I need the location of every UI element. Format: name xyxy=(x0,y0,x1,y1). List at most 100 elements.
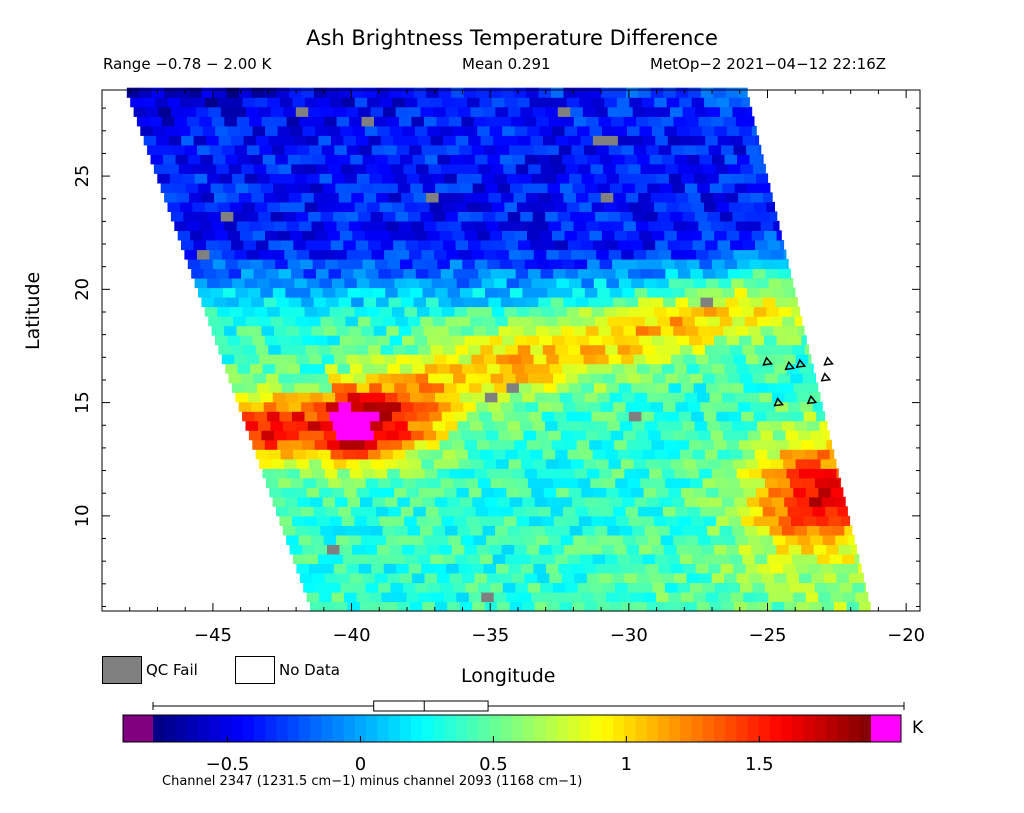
heatmap-cell xyxy=(610,325,624,336)
heatmap-cell xyxy=(664,230,678,241)
colorbar-swatch xyxy=(736,715,748,742)
heatmap-cell xyxy=(445,211,459,222)
heatmap-cell xyxy=(318,135,332,146)
heatmap-cell xyxy=(434,144,448,155)
heatmap-cell xyxy=(358,211,372,222)
heatmap-cell xyxy=(542,344,556,355)
heatmap-cell xyxy=(695,354,709,365)
heatmap-cell xyxy=(617,344,631,355)
heatmap-cell xyxy=(456,382,470,393)
heatmap-cell xyxy=(531,278,545,289)
heatmap-cell xyxy=(734,392,748,403)
heatmap-cell xyxy=(636,116,650,127)
colorbar-swatch xyxy=(792,715,805,742)
heatmap-cell xyxy=(670,458,684,469)
heatmap-cell xyxy=(799,468,813,479)
heatmap-cell xyxy=(197,144,211,155)
heatmap-cell xyxy=(293,449,307,460)
heatmap-cell xyxy=(282,420,296,431)
heatmap-cell xyxy=(354,515,368,526)
heatmap-cell xyxy=(521,249,535,260)
colorbar-swatch xyxy=(455,715,468,742)
heatmap-cell xyxy=(271,354,285,365)
heatmap-cell xyxy=(511,220,525,231)
heatmap-cell xyxy=(804,449,818,460)
heatmap-cell xyxy=(573,116,587,127)
heatmap-cell xyxy=(357,525,371,536)
heatmap-cell xyxy=(288,401,302,412)
heatmap-cell xyxy=(210,182,224,193)
heatmap-cell xyxy=(499,154,513,165)
heatmap-cell xyxy=(498,116,512,127)
heatmap-cell xyxy=(521,354,535,365)
heatmap-cell xyxy=(562,154,576,165)
heatmap-cell xyxy=(265,477,279,488)
heatmap-cell xyxy=(495,106,509,117)
x-tick-label: −45 xyxy=(194,625,232,646)
colorbar-swatch xyxy=(242,715,255,742)
heatmap-cell xyxy=(753,201,767,212)
heatmap-cell xyxy=(387,572,401,583)
heatmap-cell xyxy=(759,287,773,298)
heatmap-cell xyxy=(620,106,634,117)
heatmap-cell xyxy=(541,306,555,317)
heatmap-cell xyxy=(700,87,714,98)
heatmap-cell xyxy=(765,373,779,384)
heatmap-cell xyxy=(433,106,447,117)
heatmap-cell xyxy=(278,268,292,279)
heatmap-cell xyxy=(369,173,383,184)
heatmap-cell xyxy=(737,154,751,165)
heatmap-cell xyxy=(351,401,365,412)
heatmap-cell xyxy=(646,144,660,155)
heatmap-cell xyxy=(732,106,746,117)
heatmap-cell xyxy=(346,144,360,155)
heatmap-cell xyxy=(378,477,392,488)
heatmap-cell xyxy=(234,144,248,155)
heatmap-cell xyxy=(194,278,208,289)
heatmap-cell xyxy=(513,401,527,412)
heatmap-cell xyxy=(437,259,451,270)
heatmap-cell xyxy=(761,363,775,374)
heatmap-cell xyxy=(401,297,415,308)
chart-title: Ash Brightness Temperature Difference xyxy=(306,26,718,50)
heatmap-cell xyxy=(211,325,225,336)
heatmap-cell xyxy=(667,240,681,251)
heatmap-cell xyxy=(318,449,332,460)
heatmap-cell xyxy=(456,173,470,184)
heatmap-cell xyxy=(187,259,201,270)
heatmap-cell xyxy=(668,382,682,393)
heatmap-cell xyxy=(641,201,655,212)
heatmap-cell xyxy=(554,306,568,317)
heatmap-cell xyxy=(698,116,712,127)
heatmap-cell xyxy=(754,449,768,460)
heatmap-cell xyxy=(574,363,588,374)
heatmap-cell xyxy=(380,449,394,460)
heatmap-cell xyxy=(726,544,740,555)
heatmap-cell xyxy=(466,306,480,317)
heatmap-cell xyxy=(632,106,646,117)
heatmap-cell xyxy=(208,316,222,327)
heatmap-cell xyxy=(635,430,649,441)
heatmap-cell xyxy=(519,525,533,536)
heatmap-cell xyxy=(543,382,557,393)
heatmap-cell xyxy=(510,287,524,298)
heatmap-cell xyxy=(703,306,717,317)
heatmap-cell xyxy=(269,278,283,289)
heatmap-cell xyxy=(600,297,614,308)
heatmap-cell xyxy=(267,306,281,317)
heatmap-cell xyxy=(217,201,231,212)
heatmap-cell xyxy=(333,106,347,117)
heatmap-cell xyxy=(679,201,693,212)
heatmap-cell xyxy=(406,382,420,393)
heatmap-cell xyxy=(533,458,547,469)
heatmap-cell xyxy=(766,306,780,317)
heatmap-cell xyxy=(677,582,691,593)
colorbar-swatch xyxy=(298,715,311,742)
heatmap-cell xyxy=(671,354,685,365)
heatmap-cell xyxy=(591,411,605,422)
heatmap-cell xyxy=(318,240,332,251)
heatmap-cell xyxy=(582,211,596,222)
heatmap-cell xyxy=(562,363,576,374)
heatmap-cell xyxy=(637,154,651,165)
heatmap-cell xyxy=(368,344,382,355)
